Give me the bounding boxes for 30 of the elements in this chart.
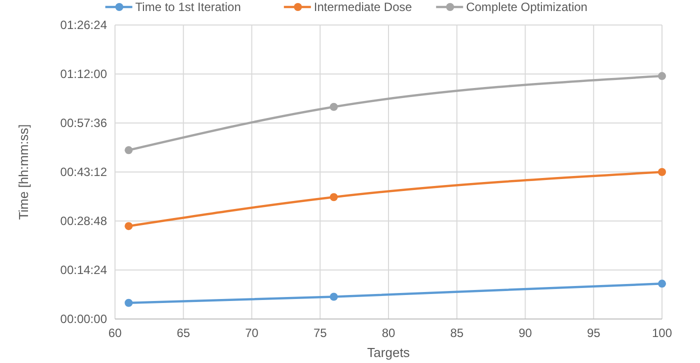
point (124, 222, 133, 230)
point (124, 298, 133, 307)
legend-label: Time to 1st Iteration (135, 0, 241, 14)
x-tick-label: 95 (586, 326, 601, 340)
point (330, 292, 338, 301)
x-axis-title: Targets (367, 345, 410, 360)
y-tick-label: 00:57:36 (60, 116, 108, 130)
point (658, 72, 666, 80)
y-tick-label: 00:43:12 (60, 165, 108, 179)
point (330, 193, 338, 202)
y-tick-label: 01:12:00 (60, 67, 108, 81)
legend-label: Complete Optimization (466, 0, 588, 14)
y-tick-label: 00:28:48 (60, 214, 108, 228)
y-tick-label: 00:00:00 (60, 312, 108, 326)
y-tick-label: 01:26:24 (60, 18, 108, 32)
x-tick-label: 60 (108, 326, 122, 340)
point (658, 168, 666, 176)
x-tick-label: 85 (450, 326, 464, 340)
x-tick-label: 65 (176, 326, 190, 340)
x-tick-label: 80 (382, 326, 396, 340)
legend-label: Intermediate Dose (314, 0, 412, 14)
point (124, 146, 133, 154)
x-tick-label: 70 (245, 326, 259, 340)
x-tick-label: 90 (518, 326, 532, 340)
x-tick-label: 75 (313, 326, 328, 340)
point (658, 280, 666, 288)
y-axis-title: Time [hh:mm:ss] (16, 124, 31, 220)
point (330, 102, 338, 111)
y-tick-label: 00:14:24 (60, 263, 108, 277)
x-tick-label: 100 (652, 326, 672, 340)
